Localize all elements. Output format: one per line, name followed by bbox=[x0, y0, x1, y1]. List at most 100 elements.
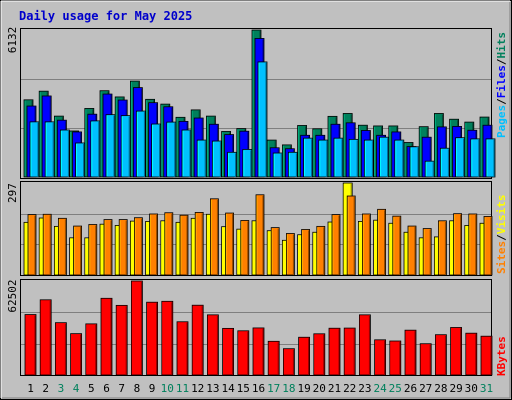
x-tick-label-day-27: 27 bbox=[419, 382, 432, 395]
x-tick-label-day-5: 5 bbox=[88, 382, 95, 395]
bar-pages-day-31 bbox=[485, 138, 496, 178]
bar-kbytes-day-14-fill bbox=[222, 327, 235, 376]
bar-pages-day-28 bbox=[439, 147, 450, 178]
bar-sites-day-16 bbox=[255, 194, 265, 276]
bar-kbytes-day-3-fill bbox=[55, 322, 67, 376]
bar-pages-day-30 bbox=[470, 138, 481, 178]
bar-kbytes-day-4 bbox=[70, 333, 82, 376]
bar-kbytes-day-15-fill bbox=[237, 330, 250, 376]
bar-sites-day-30 bbox=[468, 213, 478, 276]
bar-sites-day-15-fill bbox=[240, 220, 250, 276]
x-tick-label-day-15: 15 bbox=[237, 382, 250, 395]
bar-kbytes-day-8-fill bbox=[130, 280, 143, 376]
bar-kbytes-day-26-fill bbox=[404, 329, 417, 376]
bar-sites-day-3-fill bbox=[58, 217, 67, 276]
bar-pages-day-18 bbox=[287, 151, 298, 178]
bar-kbytes-day-17 bbox=[267, 340, 280, 376]
bar-sites-day-11-fill bbox=[179, 214, 189, 276]
bar-pages-day-2 bbox=[44, 121, 55, 178]
bar-sites-day-29 bbox=[453, 213, 463, 276]
bar-kbytes-day-10-fill bbox=[161, 300, 174, 376]
bar-pages-day-25 bbox=[394, 139, 405, 178]
bar-sites-day-29-fill bbox=[453, 213, 463, 276]
x-tick-label-day-4: 4 bbox=[73, 382, 80, 395]
bar-kbytes-day-30-fill bbox=[465, 332, 478, 376]
bar-kbytes-day-9-fill bbox=[146, 301, 159, 376]
bar-kbytes-day-3 bbox=[55, 322, 67, 376]
x-tick-label-day-16: 16 bbox=[252, 382, 265, 395]
bar-sites-day-2-fill bbox=[42, 213, 52, 276]
x-tick-label-day-9: 9 bbox=[149, 382, 156, 395]
bar-pages-day-13 bbox=[211, 140, 222, 178]
bar-kbytes-day-20-fill bbox=[313, 333, 326, 376]
bar-kbytes-day-11 bbox=[176, 321, 189, 376]
bar-kbytes-day-23 bbox=[358, 314, 371, 376]
bar-pages-day-16 bbox=[257, 61, 268, 178]
bar-sites-day-24 bbox=[377, 208, 387, 276]
bar-sites-day-5 bbox=[88, 224, 98, 276]
x-tick-label-day-7: 7 bbox=[118, 382, 125, 395]
bar-sites-day-26-fill bbox=[407, 225, 417, 276]
bar-sites-day-1-fill bbox=[27, 214, 37, 276]
bar-pages-day-5 bbox=[90, 120, 101, 178]
bar-sites-day-12-fill bbox=[194, 212, 204, 276]
legend-visits: Visits bbox=[495, 195, 508, 235]
bar-kbytes-day-17-fill bbox=[267, 340, 280, 376]
bar-pages-day-11 bbox=[181, 129, 192, 178]
bar-sites-day-14 bbox=[225, 212, 235, 276]
bar-kbytes-day-25-fill bbox=[389, 340, 402, 376]
bar-sites-day-4 bbox=[73, 225, 82, 276]
legend-kbytes-wrap: KBytes bbox=[495, 336, 508, 376]
bar-kbytes-day-22 bbox=[343, 327, 356, 376]
bar-kbytes-day-19 bbox=[298, 336, 311, 376]
bar-kbytes-day-21-fill bbox=[328, 327, 341, 376]
bar-sites-day-6 bbox=[103, 219, 113, 276]
bar-sites-day-6-fill bbox=[103, 219, 113, 276]
bars bbox=[23, 29, 496, 376]
bar-sites-day-17-fill bbox=[270, 227, 280, 276]
bar-kbytes-day-15 bbox=[237, 330, 250, 376]
x-axis-labels: 1 2 3 4 5 6 7 8 9 10 11 12 13 14 15 16 17 18 19 20 21 22 23 24 2… bbox=[27, 382, 493, 395]
x-tick-label-day-1: 1 bbox=[27, 382, 34, 395]
bar-kbytes-day-1-fill bbox=[24, 314, 37, 376]
bar-sites-day-3 bbox=[58, 217, 67, 276]
legend-hits-files-pages: Pages/Files/Hits bbox=[495, 32, 508, 138]
bar-sites-day-31 bbox=[483, 216, 493, 276]
bar-sites-day-7-fill bbox=[118, 219, 128, 276]
bar-pages-day-21 bbox=[333, 137, 344, 178]
bar-kbytes-day-13-fill bbox=[206, 314, 219, 376]
bar-sites-day-22-fill bbox=[346, 195, 356, 276]
bar-sites-day-10 bbox=[164, 212, 174, 276]
bar-kbytes-day-30 bbox=[465, 332, 478, 376]
bar-pages-day-7 bbox=[120, 115, 131, 178]
bar-pages-day-20 bbox=[318, 139, 329, 178]
bar-kbytes-day-4-fill bbox=[70, 333, 82, 376]
bar-sites-day-5-fill bbox=[88, 224, 98, 276]
bar-sites-day-8-fill bbox=[133, 217, 143, 276]
x-tick-label-day-28: 28 bbox=[434, 382, 447, 395]
bar-sites-day-14-fill bbox=[225, 212, 235, 276]
bar-kbytes-day-1 bbox=[24, 314, 37, 376]
bar-pages-day-26 bbox=[409, 146, 420, 178]
bar-sites-day-17 bbox=[270, 227, 280, 276]
bar-pages-day-22 bbox=[348, 138, 359, 178]
bar-kbytes-day-7 bbox=[115, 304, 128, 376]
bar-kbytes-day-6 bbox=[100, 297, 113, 376]
bar-kbytes-day-28-fill bbox=[434, 334, 447, 376]
bar-pages-day-14 bbox=[227, 151, 238, 178]
bar-kbytes-day-28 bbox=[434, 334, 447, 376]
bar-kbytes-day-5-fill bbox=[85, 323, 98, 376]
legend-hits: Hits bbox=[495, 32, 508, 59]
bar-sites-day-2 bbox=[42, 213, 52, 276]
x-tick-label-day-11: 11 bbox=[176, 382, 189, 395]
bar-pages-day-24 bbox=[379, 136, 390, 178]
bar-kbytes-day-20 bbox=[313, 333, 326, 376]
x-tick-label-day-22: 22 bbox=[343, 382, 356, 395]
bar-sites-day-9 bbox=[149, 213, 159, 276]
bar-kbytes-day-23-fill bbox=[358, 314, 371, 376]
y-max-label-visits: 297 bbox=[6, 183, 19, 203]
x-tick-label-day-29: 29 bbox=[449, 382, 462, 395]
bar-kbytes-day-16 bbox=[252, 327, 265, 376]
bar-kbytes-day-11-fill bbox=[176, 321, 189, 376]
